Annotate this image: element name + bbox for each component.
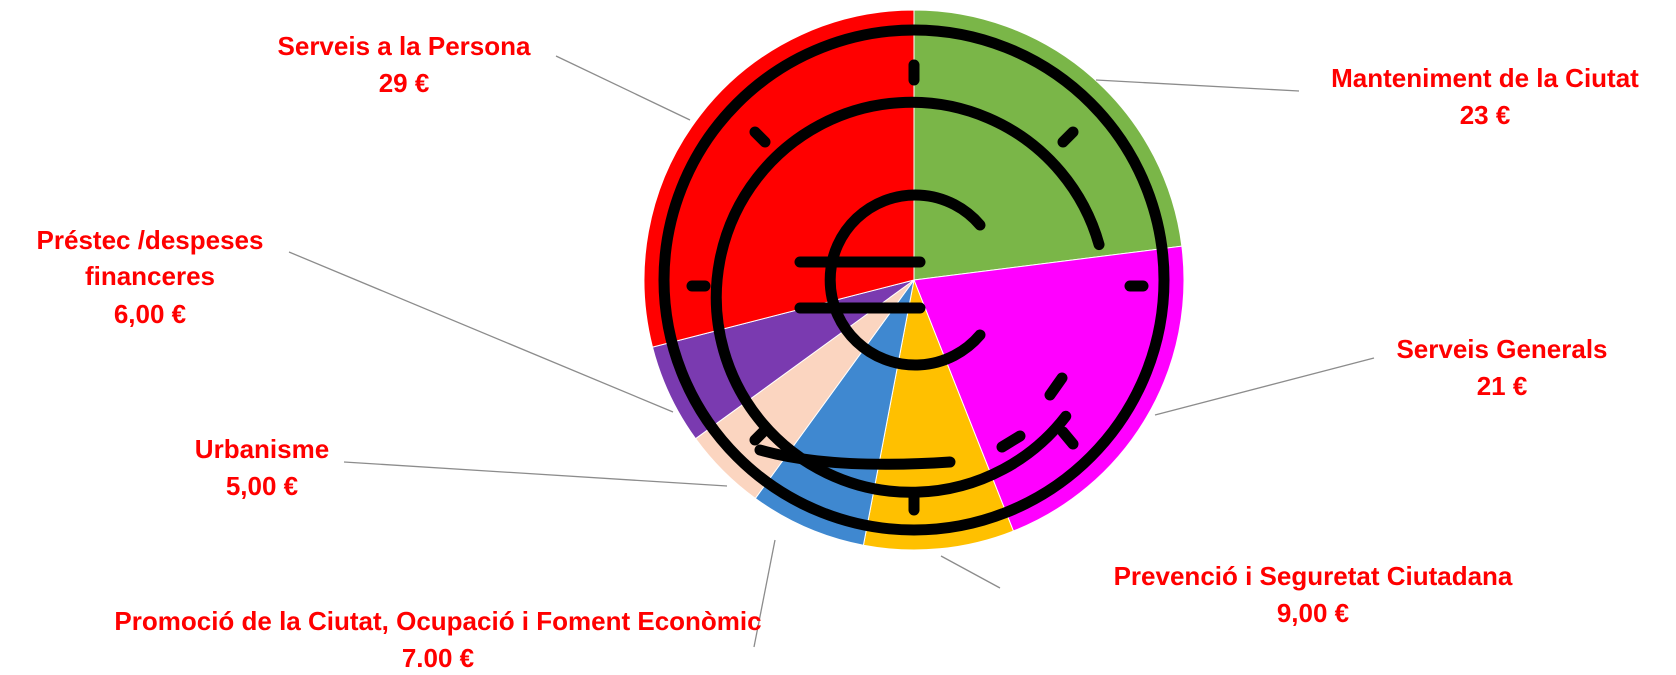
value-label: 23 € (1460, 100, 1511, 130)
slice-label: Urbanisme (195, 434, 329, 464)
pie-slice (913, 9, 1183, 281)
slice-label: Serveis a la Persona (278, 31, 531, 61)
slice-label: Serveis Generals (1396, 334, 1607, 364)
icon-ring (658, 24, 1170, 536)
slice-label: Prevenció i Seguretat Ciutadana (1114, 561, 1513, 591)
icon-dash (749, 424, 771, 446)
icon-dash (1044, 372, 1068, 401)
value-label: 6,00 € (114, 299, 186, 329)
value-label: 29 € (379, 68, 430, 98)
leader-line (555, 55, 691, 121)
icon-dash (996, 430, 1026, 453)
leader-line (288, 251, 674, 413)
euro-icon (658, 24, 1170, 536)
value-label: 21 € (1477, 371, 1528, 401)
slice-label: Promoció de la Ciutat, Ocupació i Foment… (114, 606, 761, 636)
icon-dash (749, 126, 771, 148)
leader-line (940, 555, 1001, 589)
value-label: 7.00 € (402, 643, 474, 673)
leader-line (753, 539, 776, 648)
leader-line (1154, 357, 1375, 416)
labels: Manteniment de la Ciutat 23 € Serveis Gene… (37, 31, 1640, 673)
slice-label: Préstec /despeses financeres (37, 225, 264, 291)
icon-euro (824, 189, 986, 371)
slice-label: Manteniment de la Ciutat (1331, 63, 1639, 93)
leader-line (343, 461, 728, 487)
leader-line (1095, 79, 1300, 92)
icon-arc (710, 96, 1105, 498)
pie-slice (754, 279, 915, 546)
value-label: 5,00 € (226, 471, 298, 501)
value-label: 9,00 € (1277, 598, 1349, 628)
icon-dash (1057, 126, 1079, 148)
icon-arc (754, 444, 956, 470)
icon-dash (1057, 426, 1079, 450)
